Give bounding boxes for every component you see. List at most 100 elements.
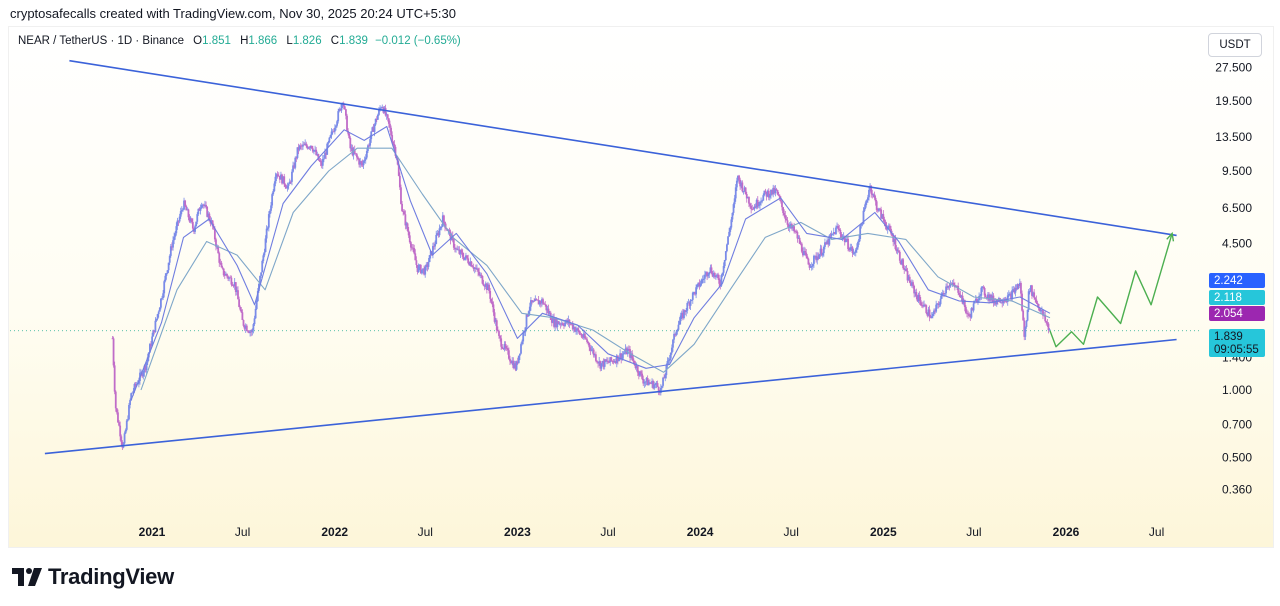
candle-body [427, 262, 430, 267]
candle-body [400, 187, 402, 204]
candle-body [636, 365, 639, 373]
candle-body [485, 283, 488, 291]
price-badge[interactable] [1209, 273, 1265, 288]
candle-body [764, 190, 767, 193]
candle-body [132, 390, 135, 393]
candle-body [652, 380, 655, 389]
candle-body [304, 143, 307, 145]
candle-body [327, 142, 330, 144]
candle-body [988, 294, 990, 301]
candle-body [989, 294, 992, 301]
candle-body [528, 306, 531, 312]
candle-body [733, 198, 736, 205]
candle-body [233, 282, 236, 286]
candle-body [962, 299, 965, 304]
candle-body [360, 161, 363, 163]
x-tick-label: Jul [418, 525, 433, 539]
candle-body [303, 144, 305, 146]
price-badge[interactable] [1209, 329, 1265, 357]
candle-body [751, 208, 754, 210]
candle-body [966, 312, 968, 314]
candle-body [689, 300, 692, 306]
candle-body [498, 331, 500, 336]
candle-body [202, 204, 205, 206]
x-tick-label: 2021 [139, 525, 166, 539]
candle-body [692, 292, 695, 293]
candle-body [141, 372, 144, 377]
candle-body [167, 262, 170, 271]
candle-body [184, 200, 187, 207]
candle-body [622, 353, 625, 355]
candle-body [471, 266, 474, 268]
candle-body [987, 294, 989, 298]
candle-body [293, 165, 296, 168]
candle-body [931, 313, 934, 317]
change-value: −0.012 (−0.65%) [375, 35, 461, 47]
candle-body [391, 135, 394, 142]
x-tick-label: 2025 [870, 525, 897, 539]
candle-body [1012, 289, 1015, 291]
candle-body [481, 275, 484, 284]
candle-body [619, 353, 622, 359]
candle-body [334, 127, 336, 132]
candle-body [609, 357, 612, 363]
candle-body [934, 310, 936, 312]
price-badge[interactable] [1209, 290, 1265, 305]
candle-body [480, 274, 483, 276]
candle-body [985, 297, 988, 298]
candle-body [753, 206, 756, 210]
candle-body [473, 267, 476, 270]
candle-body [452, 238, 455, 248]
candle-body [467, 258, 470, 263]
candle-body [644, 381, 647, 383]
candle-body [217, 246, 220, 254]
candle-body [1029, 285, 1032, 291]
candle-body [837, 226, 840, 229]
tradingview-logo[interactable]: TradingView [12, 564, 174, 590]
candle-body [433, 246, 435, 247]
candle-body [166, 270, 169, 274]
candle-body [846, 238, 848, 242]
price-badge[interactable] [1209, 306, 1265, 321]
x-tick-label: 2024 [687, 525, 714, 539]
candle-body [776, 190, 779, 195]
candle-body [432, 246, 434, 256]
candle-body [939, 298, 942, 305]
candle-body [675, 331, 678, 336]
candle-body [866, 197, 869, 201]
candle-body [694, 292, 696, 295]
projection-path [1049, 233, 1173, 348]
candle-body [621, 354, 624, 360]
candle-body [859, 225, 862, 239]
candle-body [359, 161, 362, 165]
candle-body [700, 279, 703, 284]
candle-body [781, 201, 783, 208]
candle-body [318, 160, 321, 162]
x-tick-label: Jul [966, 525, 981, 539]
candle-body [844, 241, 847, 243]
candle-body [654, 384, 657, 385]
candle-body [775, 189, 778, 191]
symbol-name[interactable]: NEAR / TetherUS · 1D · Binance [18, 35, 184, 47]
candle-body [862, 210, 865, 224]
candle-body [285, 186, 288, 189]
candle-body [646, 377, 649, 386]
candle-body [968, 314, 971, 316]
candle-body [483, 285, 486, 287]
candle-body [903, 268, 906, 270]
candle-body [724, 251, 727, 261]
candle-body [195, 221, 198, 227]
candle-body [563, 324, 565, 326]
close-label: C [330, 35, 340, 47]
candle-body [175, 226, 178, 234]
candle-body [229, 277, 232, 279]
candle-body [437, 233, 440, 236]
candle-body [611, 360, 614, 362]
candle-body [189, 218, 192, 222]
candle-body [470, 261, 473, 267]
candle-body [802, 251, 804, 256]
candle-body [721, 272, 724, 276]
candle-body [983, 287, 986, 296]
currency-unit-button[interactable]: USDT [1208, 33, 1262, 57]
